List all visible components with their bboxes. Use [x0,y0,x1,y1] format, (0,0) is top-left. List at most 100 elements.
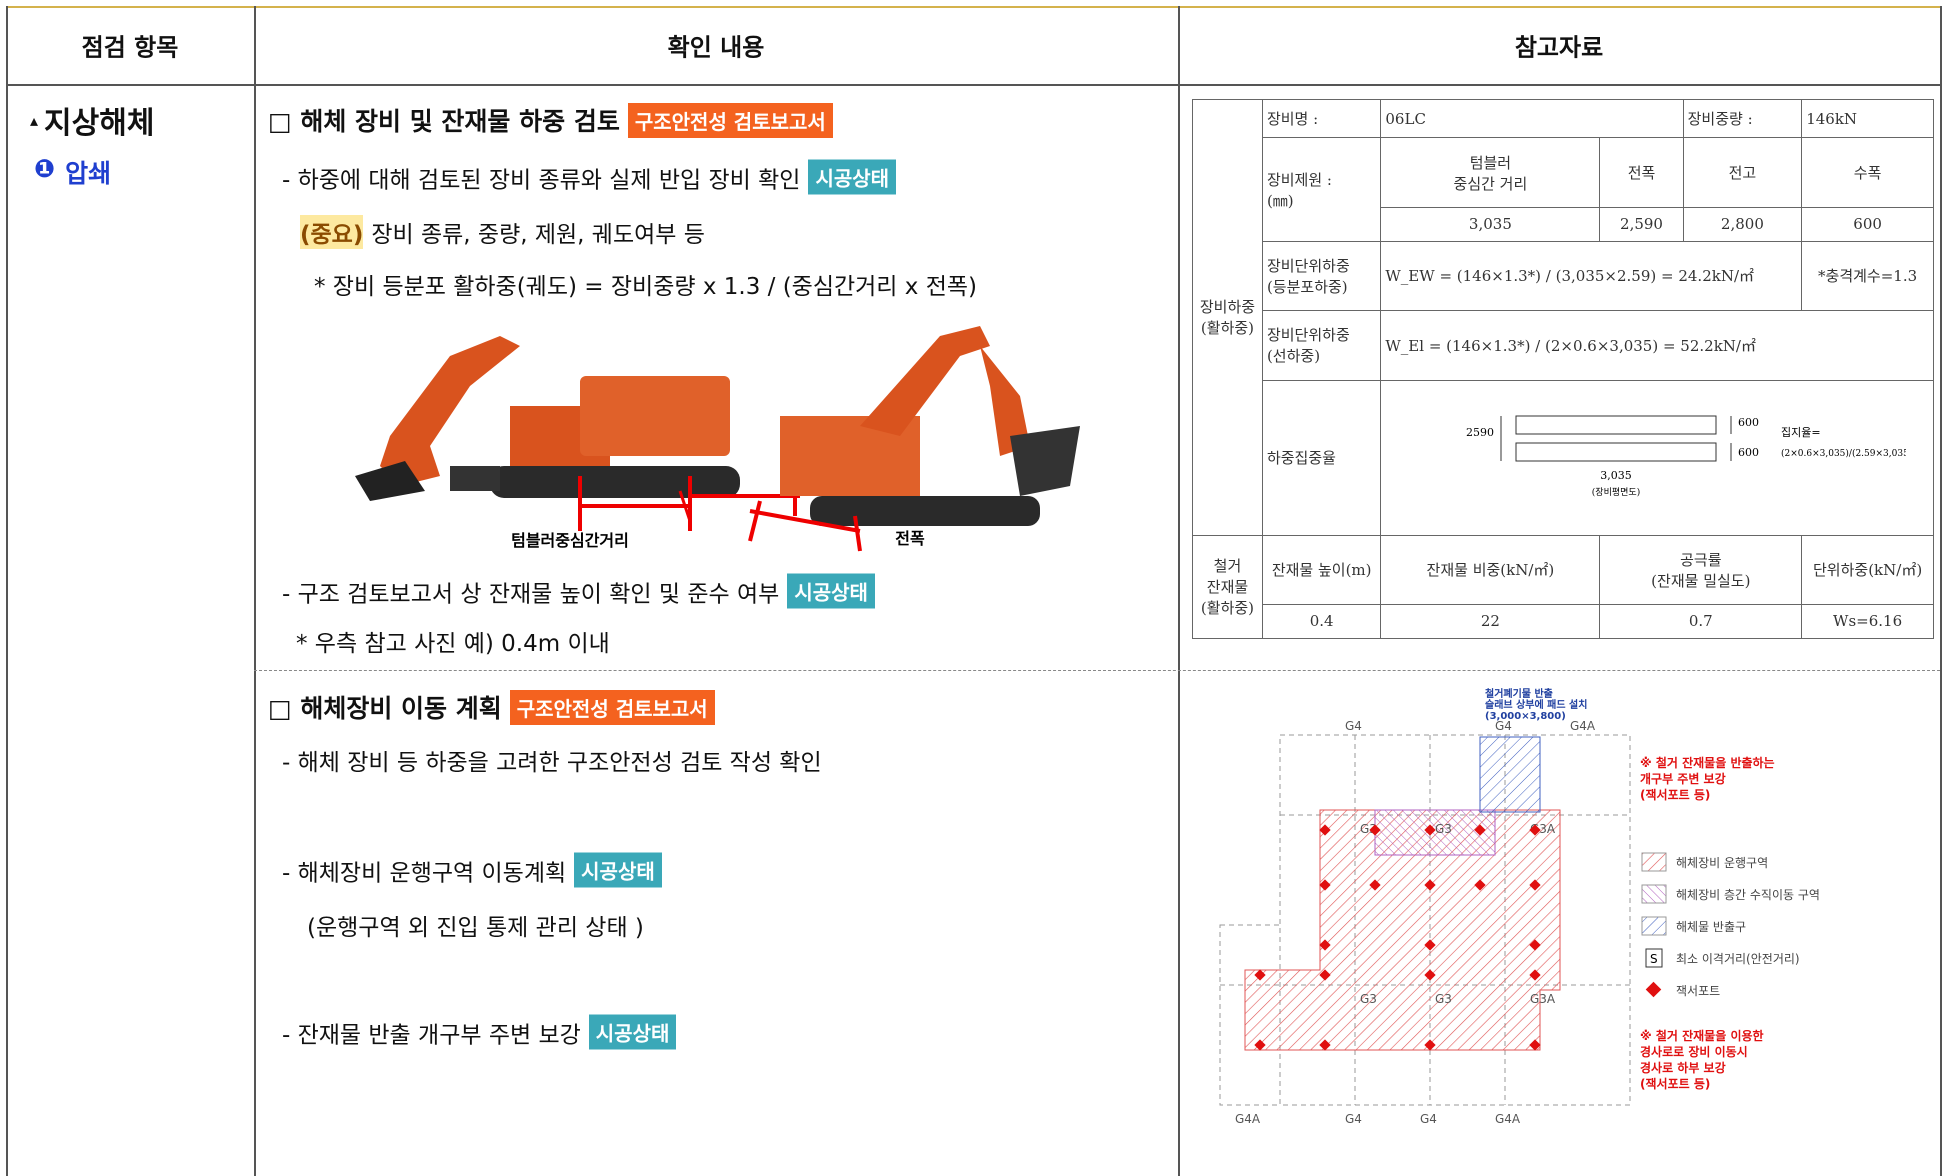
ref-cell: 0.7 [1599,603,1803,640]
status-tag: 시공상태 [588,1014,677,1050]
diagram-label: 집지율= [1781,426,1821,439]
diagram-label: (2×0.6×3,035)/(2.59×3,035) = 0.46 [1781,448,1906,459]
photo-label: 텀블러중심간거리 [511,531,629,550]
report-tag: 구조안전성 검토보고서 [509,689,715,725]
plan-text: 철거폐기물 반출 슬래브 상부에 패드 설치 (3,000×3,800) [1485,687,1587,722]
col-border [254,6,256,1176]
track [810,496,1040,526]
ref-cell: Ws=6.16 [1801,603,1934,640]
plan-text-line: 경사로 하부 보강 [1640,1060,1726,1075]
line-text: * 우측 참고 사진 예) 0.4m 이내 [296,631,610,657]
diagram-label: (장비평면도) [1592,487,1640,498]
jack-support [1424,879,1436,891]
jack-support [1424,939,1436,951]
grid-label: G4 [1495,719,1512,733]
jack-support [1529,824,1541,836]
ref-cell: *충격계수=1.3 [1801,240,1934,312]
plan-text: ※ 철거 잔재물을 반출하는 개구부 주변 보강 (잭서포트 등) [1640,755,1775,802]
jack-support [1319,969,1331,981]
subcategory-number: ❶ [34,154,56,183]
jack-support [1369,824,1381,836]
jack-support [1319,879,1331,891]
category-marker: ▴ [30,110,39,130]
plan-text-line: 철거폐기물 반출 [1485,687,1553,700]
grid-label: G3A [1530,992,1556,1006]
content-line: (중요) 장비 종류, 중량, 제원, 궤도여부 등 [300,215,705,249]
grid-label: G4 [1420,1112,1437,1126]
ref-cell: 장비하중 (활하중) [1192,99,1263,536]
vertical-move-zone [1374,809,1496,856]
category: ▴ 지상해체 [30,98,154,142]
content-line: - 하중에 대해 검토된 장비 종류와 실제 반입 장비 확인 시공상태 [282,159,897,195]
legend-label: 잭서포트 [1676,984,1720,998]
ref-cell: 전폭 [1599,137,1684,208]
plan-text-line: ※ 철거 잔재물을 이용한 [1640,1028,1764,1043]
ref-cell: 철거 잔재물 (활하중) [1192,534,1263,640]
section-heading: □ 해체장비 이동 계획 [268,694,502,723]
measure-line [748,500,762,542]
boom [860,326,990,436]
grid-frame [1219,924,1281,1106]
ref-cell: W_El = (146×1.3*) / (2×0.6×3,035) = 52.2… [1380,310,1934,381]
content-line: (운행구역 외 진입 통제 관리 상태 ) [307,908,644,942]
header-rule [6,84,1940,86]
category-title: 지상해체 [44,106,155,141]
content-line: - 구조 검토보고서 상 잔재물 높이 확인 및 준수 여부 시공상태 [282,573,875,609]
ref-cell: 장비중량 : [1682,98,1803,139]
track-outline [1515,442,1717,462]
jack-support [1529,1039,1541,1051]
line-text: - 해체장비 운행구역 이동계획 [282,860,567,886]
col-border [1178,6,1180,1176]
reference-table: 장비하중 (활하중) 장비명 : 06LC 장비중량 : 146kN 장비제원 … [1192,98,1945,640]
grid-label: G4 [1345,1112,1362,1126]
col-border [1940,6,1942,1176]
jack-support [1424,969,1436,981]
track [490,466,740,498]
jack-support [1319,824,1331,836]
legend-swatch [1641,852,1667,872]
track-outline [1515,415,1717,435]
legend-swatch [1645,981,1662,998]
legend-swatch [1641,884,1667,904]
ref-cell: 22 [1380,603,1601,640]
ref-cell: 2,590 [1599,206,1684,242]
section-title: □ 해체장비 이동 계획 구조안전성 검토보고서 [268,689,715,725]
arm [980,346,1030,456]
ref-cell: 0.4 [1261,603,1382,640]
header-cell: 점검 항목 [81,33,179,62]
legend-swatch [1645,948,1663,968]
ref-cell: 장비단위하중 (등분포하중) [1261,240,1382,312]
ref-cell: 06LC [1380,98,1684,139]
blade [450,466,500,491]
content-line: - 해체장비 운행구역 이동계획 시공상태 [282,852,662,888]
boom [380,336,520,486]
legend-label: 최소 이격거리(안전거리) [1676,952,1800,966]
content-line: - 잔재물 반출 개구부 주변 보강 시공상태 [282,1014,677,1050]
legend-symbol: S [1650,952,1658,966]
ref-cell: 3,035 [1380,206,1601,242]
diagram-label: 600 [1738,416,1759,429]
jack-support [1369,879,1381,891]
grid-label: G4A [1495,1112,1521,1126]
top-border [6,6,1940,8]
plan-text-line: ※ 철거 잔재물을 반출하는 [1640,755,1775,770]
line-text: - 잔재물 반출 개구부 주변 보강 [282,1022,581,1048]
body [580,376,730,456]
plan-text-line: 개구부 주변 보강 [1640,771,1726,786]
content-line: - 해체 장비 등 하중을 고려한 구조안전성 검토 작성 확인 [282,743,822,777]
plan-text-line: (잭서포트 등) [1640,1076,1710,1091]
measure-line [749,509,861,533]
ref-cell: 단위하중(kN/㎡) [1801,534,1934,605]
status-tag: 시공상태 [808,159,897,195]
bucket [1010,426,1080,496]
diagram-label: 3,035 [1601,469,1633,482]
jack-support [1319,1039,1331,1051]
equipment-photos: 텀블러중심간거리 전폭 [355,326,1080,552]
excavator-front: 전폭 [748,326,1080,552]
ref-cell: 텀블러 중심간 거리 [1380,137,1601,208]
col-border [6,6,8,1176]
plan-drawing: 철거폐기물 반출 슬래브 상부에 패드 설치 (3,000×3,800)G4 G4 G4… [1219,687,1820,1126]
jack-support [1529,969,1541,981]
jack-support [1529,879,1541,891]
grid-frame [1279,734,1631,1106]
